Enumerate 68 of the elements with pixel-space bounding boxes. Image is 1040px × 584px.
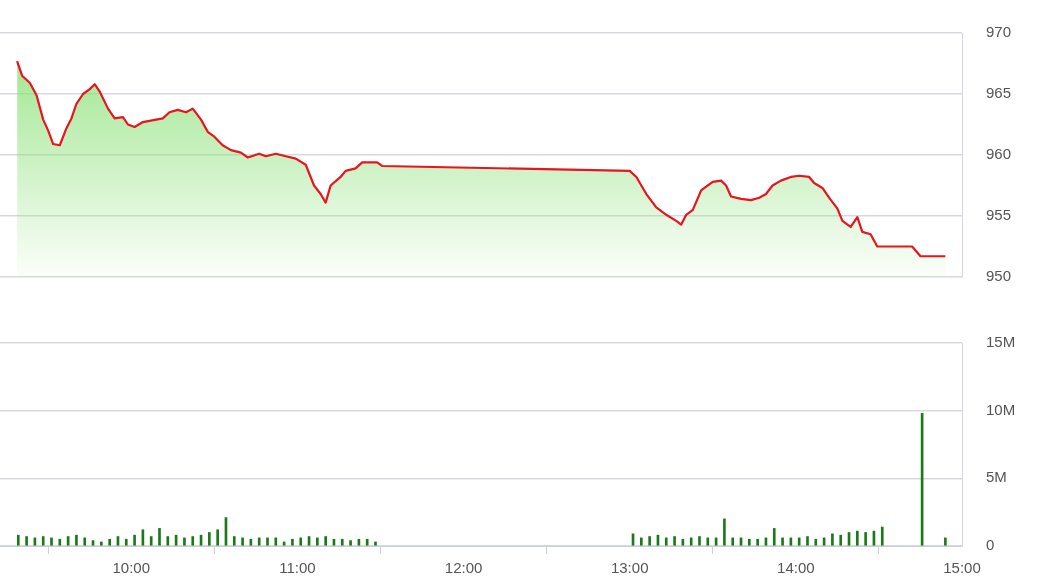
bar xyxy=(864,532,867,546)
bar xyxy=(257,537,261,546)
bar xyxy=(133,534,136,546)
bar xyxy=(41,536,45,546)
bar xyxy=(664,537,668,546)
bar xyxy=(75,534,78,546)
bar xyxy=(880,526,884,546)
bar xyxy=(806,536,809,546)
bar xyxy=(772,528,776,546)
y-tick-label: 0 xyxy=(986,536,995,554)
bar xyxy=(349,540,352,546)
bar xyxy=(208,532,211,546)
bar xyxy=(797,537,801,546)
bar xyxy=(25,536,28,546)
bar xyxy=(158,528,161,546)
bar xyxy=(839,534,843,546)
bar xyxy=(50,537,53,546)
bar xyxy=(274,537,278,546)
bar xyxy=(299,537,303,546)
bar xyxy=(944,537,947,546)
y-tick-label: 955 xyxy=(986,206,1012,224)
bar xyxy=(324,536,327,546)
bar xyxy=(365,538,369,546)
x-tick-label: 13:00 xyxy=(610,559,649,577)
y-tick-label: 970 xyxy=(986,23,1012,41)
bar xyxy=(241,537,244,546)
bar xyxy=(814,538,818,546)
x-tick-label: 15:00 xyxy=(943,559,981,577)
bar xyxy=(108,538,111,546)
bar xyxy=(856,530,859,546)
bar xyxy=(689,537,693,546)
x-tick-label: 12:00 xyxy=(444,559,483,577)
bar xyxy=(216,529,219,546)
bar xyxy=(673,536,676,546)
y-tick-label: 5M xyxy=(986,468,1007,486)
bar xyxy=(232,536,236,546)
bar xyxy=(756,538,759,546)
bar xyxy=(648,536,651,546)
y-tick-label: 960 xyxy=(986,145,1012,163)
bar xyxy=(723,518,726,546)
bar xyxy=(166,536,170,546)
x-tick-label: 10:00 xyxy=(112,559,151,577)
x-tick-label: 14:00 xyxy=(777,559,815,577)
bar xyxy=(698,536,701,546)
bar xyxy=(124,538,128,546)
bar xyxy=(16,534,20,546)
y-tick-label: 965 xyxy=(986,84,1012,102)
bar xyxy=(149,536,153,546)
bar xyxy=(831,533,834,546)
bar xyxy=(781,537,784,546)
y-tick-label: 15M xyxy=(986,333,1016,351)
bar xyxy=(316,537,319,546)
bar xyxy=(191,536,195,546)
bar xyxy=(731,537,735,546)
y-tick-label: 10M xyxy=(986,400,1016,418)
bar xyxy=(266,537,269,546)
bar xyxy=(83,537,87,546)
y-tick-label: 950 xyxy=(986,267,1012,285)
x-tick-label: 11:00 xyxy=(279,559,316,577)
bar xyxy=(291,538,294,546)
bar xyxy=(748,538,751,546)
bar xyxy=(340,538,344,546)
bar xyxy=(58,538,62,546)
bar xyxy=(183,537,186,546)
bar xyxy=(374,541,377,546)
bar xyxy=(706,537,710,546)
bar xyxy=(640,537,643,546)
bar xyxy=(100,541,103,546)
